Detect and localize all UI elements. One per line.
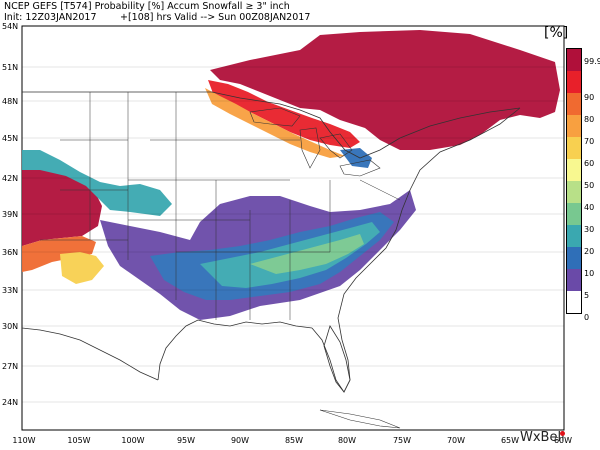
cuba xyxy=(319,409,401,429)
legend-swatch-90 xyxy=(567,71,581,93)
lat-label-33n: 33N xyxy=(2,286,19,295)
legend-label-90: 90 xyxy=(584,93,595,102)
field-south-green xyxy=(250,234,364,274)
legend-label-40: 40 xyxy=(584,203,595,212)
legend-swatch-50 xyxy=(567,159,581,181)
field-canada-high xyxy=(210,30,560,150)
lat-label-51n: 51N xyxy=(2,63,19,72)
field-canada-mid xyxy=(208,80,360,148)
lon-label-70w: 70W xyxy=(446,436,466,445)
legend-swatch-60 xyxy=(567,137,581,159)
color-legend xyxy=(566,48,582,314)
legend-label-0: 0 xyxy=(584,313,590,322)
lon-label-85w: 85W xyxy=(284,436,304,445)
east-coastline xyxy=(311,107,521,393)
legend-label-60: 60 xyxy=(584,159,595,168)
lon-label-105w: 105W xyxy=(67,436,91,445)
lat-label-30n: 30N xyxy=(2,322,19,331)
lon-label-65w: 65W xyxy=(500,436,520,445)
boundaries xyxy=(21,91,521,393)
legend-label-50: 50 xyxy=(584,181,595,190)
probability-fields xyxy=(22,30,560,320)
legend-swatch-70 xyxy=(567,115,581,137)
lon-label-95w: 95W xyxy=(176,436,196,445)
lon-label-100w: 100W xyxy=(121,436,145,445)
lon-label-75w: 75W xyxy=(392,436,412,445)
legend-swatch-40 xyxy=(567,181,581,203)
lat-label-54n: 54N xyxy=(2,22,19,31)
lat-label-48n: 48N xyxy=(2,97,19,106)
lat-label-45n: 45N xyxy=(2,134,19,143)
legend-swatch-30 xyxy=(567,203,581,225)
brand-logo-text: WxBell xyxy=(520,430,565,445)
map-header: NCEP GEFS [T574] Probability [%] Accum S… xyxy=(0,0,600,24)
lon-label-60w: 60W xyxy=(553,436,573,445)
legend-label-70: 70 xyxy=(584,137,595,146)
unit-label: [%] xyxy=(544,25,569,41)
init-time: Init: 12Z03JAN2017 xyxy=(4,12,97,23)
legend-swatch-10 xyxy=(567,247,581,269)
west-border xyxy=(21,327,159,381)
great-lakes xyxy=(249,107,381,177)
lon-label-90w: 90W xyxy=(230,436,250,445)
state-lines xyxy=(40,92,401,320)
legend-swatch-20 xyxy=(567,225,581,247)
lat-label-24n: 24N xyxy=(2,398,19,407)
legend-swatch-99-9 xyxy=(567,49,581,71)
legend-label-30: 30 xyxy=(584,225,595,234)
lat-label-39n: 39N xyxy=(2,210,19,219)
brand-logo-dot xyxy=(560,431,565,436)
legend-label-99-9: 99.9 xyxy=(584,57,600,66)
legend-label-10: 10 xyxy=(584,269,595,278)
lat-label-42n: 42N xyxy=(2,174,19,183)
lon-label-110w: 110W xyxy=(12,436,36,445)
legend-swatch-5 xyxy=(567,269,581,291)
legend-swatch-0 xyxy=(567,291,581,313)
lat-label-36n: 36N xyxy=(2,248,19,257)
florida xyxy=(323,325,351,393)
lat-label-27n: 27N xyxy=(2,362,19,371)
field-rockies-high xyxy=(22,166,102,246)
legend-label-20: 20 xyxy=(584,247,595,256)
legend-label-80: 80 xyxy=(584,115,595,124)
valid-time: +[108] hrs Valid --> Sun 00Z08JAN2017 xyxy=(120,12,311,23)
field-rockies-low xyxy=(60,252,104,284)
field-rockies-fringe xyxy=(22,150,172,216)
gulf-coastline xyxy=(157,319,313,381)
field-rockies-mid xyxy=(22,236,96,272)
title-line: NCEP GEFS [T574] Probability [%] Accum S… xyxy=(4,1,290,12)
legend-swatch-80 xyxy=(567,93,581,115)
legend-label-5: 5 xyxy=(584,291,590,300)
lon-label-80w: 80W xyxy=(337,436,357,445)
us-canada-border xyxy=(22,91,521,159)
